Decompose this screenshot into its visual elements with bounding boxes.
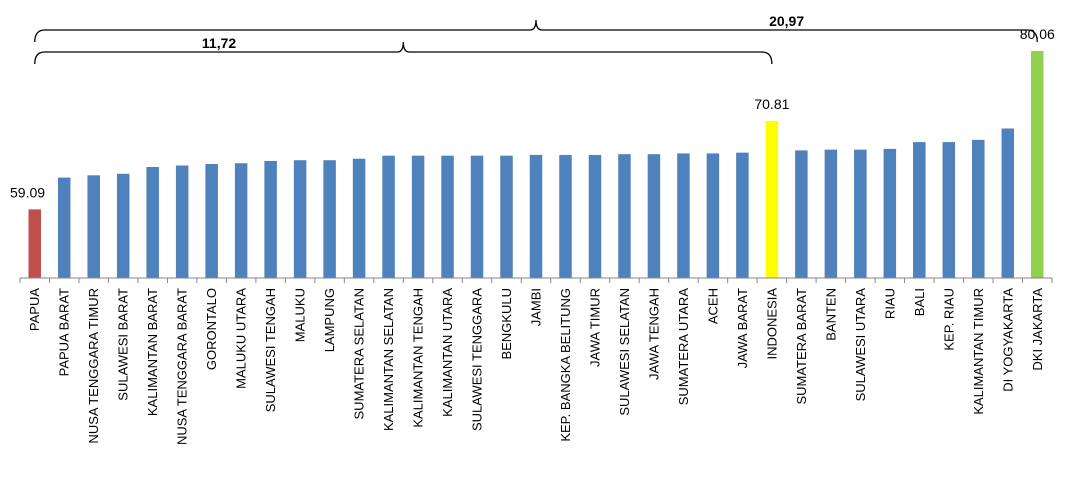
bar-13 bbox=[411, 155, 425, 278]
bar-7 bbox=[234, 163, 248, 278]
bar-22 bbox=[677, 153, 690, 278]
bar-23 bbox=[706, 153, 720, 278]
x-tick-label: MALUKU UTARA bbox=[234, 288, 249, 389]
x-tick-label: KALIMANTAN TENGAH bbox=[411, 288, 426, 428]
x-tick-label: SULAWESI UTARA bbox=[853, 288, 868, 402]
x-tick-label: NUSA TENGGARA BARAT bbox=[175, 288, 190, 445]
x-tick-label: KALIMANTAN BARAT bbox=[145, 288, 160, 416]
x-tick-label: SUMATERA BARAT bbox=[794, 288, 809, 405]
bar-2 bbox=[87, 175, 100, 278]
x-tick-label: JAWA TIMUR bbox=[587, 288, 602, 367]
x-tick-label: SUMATERA UTARA bbox=[676, 288, 691, 406]
bar-10 bbox=[323, 160, 336, 278]
x-tick-label: SULAWESI TENGAH bbox=[263, 288, 278, 412]
bar-25 bbox=[765, 120, 779, 278]
bracket-label: 11,72 bbox=[202, 35, 236, 51]
x-tick-label: LAMPUNG bbox=[322, 288, 337, 352]
bar-11 bbox=[352, 158, 366, 278]
bar-34 bbox=[1031, 51, 1044, 278]
data-label: 59.09 bbox=[10, 184, 45, 200]
x-tick-label: PAPUA BARAT bbox=[57, 288, 72, 376]
bar-6 bbox=[205, 164, 218, 278]
x-tick-label: BANTEN bbox=[823, 288, 838, 341]
x-tick-label: SULAWESI SELATAN bbox=[617, 288, 632, 416]
bar-17 bbox=[529, 154, 543, 278]
bar-14 bbox=[441, 155, 454, 278]
bar-16 bbox=[500, 155, 513, 278]
bar-24 bbox=[736, 152, 749, 278]
x-tick-label: DI YOGYAKARTA bbox=[1000, 288, 1015, 392]
bar-0 bbox=[28, 209, 41, 278]
x-tick-label: ACEH bbox=[705, 288, 720, 324]
bar-12 bbox=[382, 155, 395, 278]
x-tick-label: BALI bbox=[912, 288, 927, 316]
bar-15 bbox=[470, 155, 484, 278]
bar-26 bbox=[795, 150, 808, 278]
x-tick-label: SULAWESI TENGGARA bbox=[470, 288, 485, 431]
bar-28 bbox=[854, 149, 867, 278]
x-tick-label: KALIMANTAN SELATAN bbox=[381, 288, 396, 431]
x-tick-label: JAMBI bbox=[529, 288, 544, 326]
bracket-line bbox=[34, 19, 1038, 43]
x-tick-label: DKI JAKARTA bbox=[1030, 288, 1045, 371]
bars-group bbox=[28, 51, 1044, 278]
bar-4 bbox=[146, 167, 159, 278]
bar-30 bbox=[913, 142, 926, 278]
x-tick-label: KEP. RIAU bbox=[941, 288, 956, 351]
x-tick-label: SULAWESI BARAT bbox=[116, 288, 131, 401]
bar-3 bbox=[116, 173, 130, 278]
x-tick-label: SUMATERA SELATAN bbox=[352, 288, 367, 419]
x-tick-label: INDONESIA bbox=[764, 288, 779, 360]
bar-32 bbox=[972, 139, 985, 278]
bar-20 bbox=[618, 154, 631, 278]
x-tick-label: KALIMANTAN UTARA bbox=[440, 288, 455, 417]
bar-19 bbox=[588, 154, 602, 278]
x-tick-label: PAPUA bbox=[27, 288, 42, 331]
bracket-label: 20,97 bbox=[769, 13, 804, 29]
bar-33 bbox=[1001, 128, 1015, 278]
x-tick-label: KALIMANTAN TIMUR bbox=[971, 288, 986, 415]
x-tick-label: BENGKULU bbox=[499, 288, 514, 360]
x-tick-label: NUSA TENGGARA TIMUR bbox=[86, 288, 101, 444]
bar-29 bbox=[883, 148, 897, 278]
x-tick-label: MALUKU bbox=[293, 288, 308, 342]
x-tick-label: GORONTALO bbox=[204, 288, 219, 370]
x-tick-label: KEP. BANGKA BELITUNG bbox=[558, 288, 573, 442]
bar-5 bbox=[175, 165, 189, 278]
bar-1 bbox=[57, 177, 71, 278]
x-tick-label: JAWA TENGAH bbox=[646, 288, 661, 380]
bar-9 bbox=[293, 160, 307, 278]
bracket-line bbox=[34, 41, 773, 65]
bar-8 bbox=[264, 160, 277, 278]
data-label: 70.81 bbox=[754, 96, 789, 112]
bar-31 bbox=[942, 142, 956, 278]
bar-18 bbox=[559, 154, 572, 278]
x-tick-label: RIAU bbox=[882, 288, 897, 319]
x-tick-labels: PAPUA PAPUA BARAT NUSA TENGGARA TIMUR SULAW… bbox=[19, 278, 1053, 445]
bar-21 bbox=[647, 154, 661, 278]
difference-brackets: 11,72 20,97 bbox=[34, 13, 1038, 65]
bar-27 bbox=[824, 149, 838, 278]
x-tick-label: JAWA BARAT bbox=[735, 288, 750, 368]
